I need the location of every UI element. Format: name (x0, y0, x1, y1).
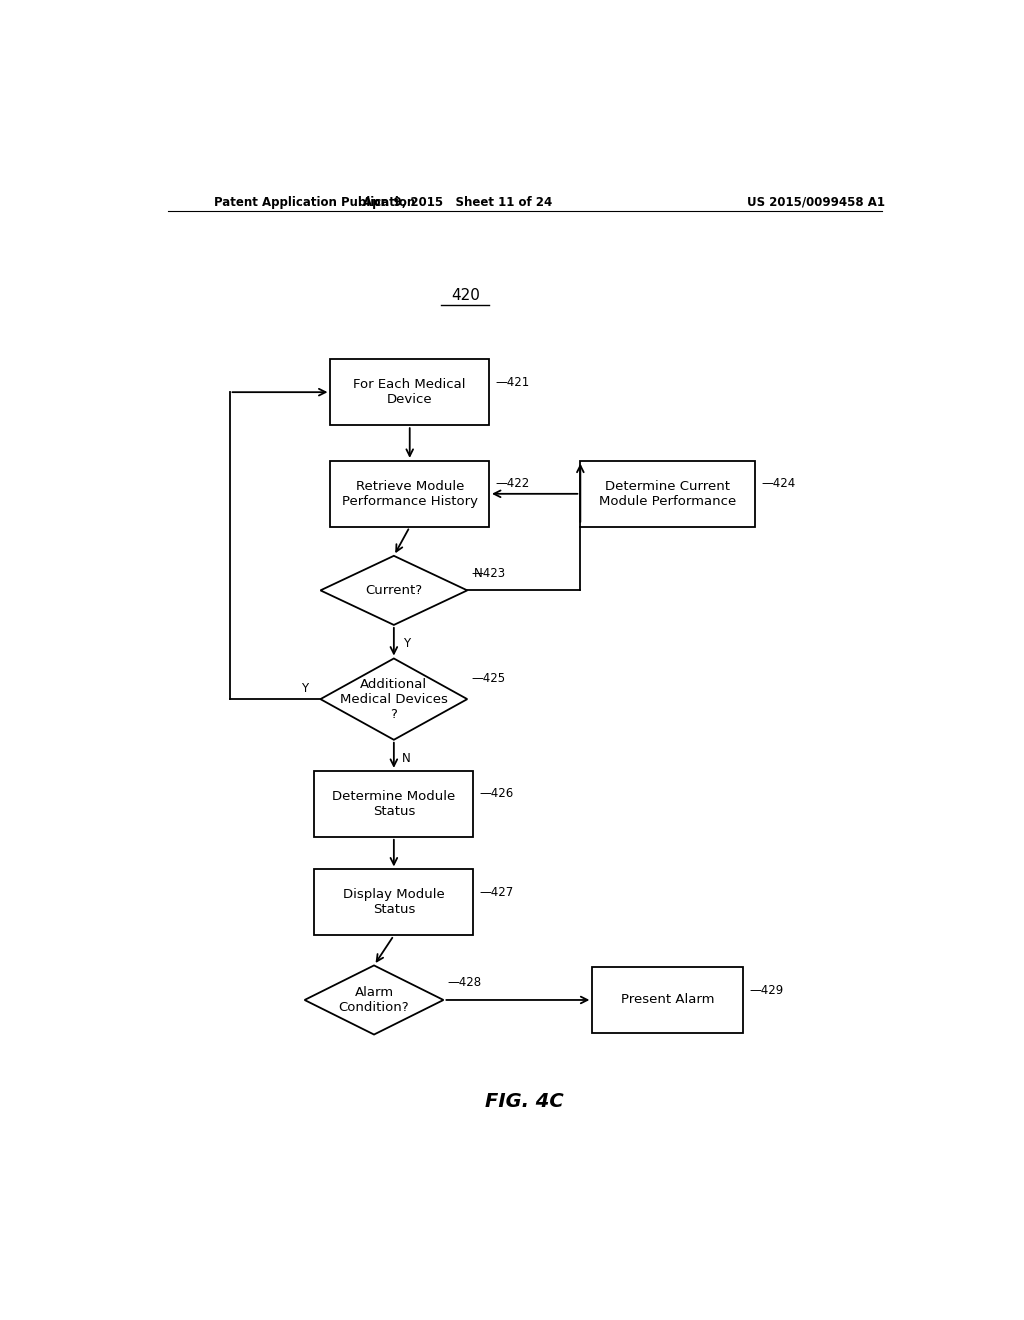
Text: —427: —427 (479, 886, 514, 899)
Bar (314, 870, 473, 936)
Bar (331, 359, 489, 425)
Text: —428: —428 (447, 977, 481, 989)
Text: —421: —421 (496, 376, 529, 389)
Bar (331, 461, 489, 527)
Text: FIG. 4C: FIG. 4C (485, 1092, 564, 1111)
Text: Current?: Current? (366, 583, 423, 597)
Text: —425: —425 (471, 672, 506, 685)
Text: —423: —423 (471, 566, 506, 579)
Text: Present Alarm: Present Alarm (621, 994, 715, 1006)
Polygon shape (321, 659, 467, 739)
Text: —424: —424 (761, 478, 796, 491)
Text: 420: 420 (451, 288, 479, 304)
Text: N: N (474, 568, 482, 581)
Polygon shape (321, 556, 467, 624)
Polygon shape (304, 965, 443, 1035)
Text: Additional
Medical Devices
?: Additional Medical Devices ? (340, 677, 447, 721)
Text: Apr. 9, 2015   Sheet 11 of 24: Apr. 9, 2015 Sheet 11 of 24 (362, 195, 552, 209)
Text: Determine Module
Status: Determine Module Status (332, 789, 456, 818)
Text: —429: —429 (750, 983, 783, 997)
Text: For Each Medical
Device: For Each Medical Device (353, 378, 466, 407)
Text: N: N (401, 751, 411, 764)
Bar (314, 771, 473, 837)
Text: Y: Y (403, 636, 411, 649)
Text: Determine Current
Module Performance: Determine Current Module Performance (599, 479, 736, 508)
Text: Retrieve Module
Performance History: Retrieve Module Performance History (342, 479, 478, 508)
Text: —422: —422 (496, 478, 529, 491)
Text: Alarm
Condition?: Alarm Condition? (339, 986, 410, 1014)
Text: Y: Y (301, 682, 308, 696)
Text: US 2015/0099458 A1: US 2015/0099458 A1 (748, 195, 885, 209)
Text: Patent Application Publication: Patent Application Publication (214, 195, 415, 209)
Bar (581, 461, 755, 527)
Text: Display Module
Status: Display Module Status (343, 888, 444, 916)
Text: —426: —426 (479, 788, 514, 800)
Bar (592, 968, 743, 1034)
